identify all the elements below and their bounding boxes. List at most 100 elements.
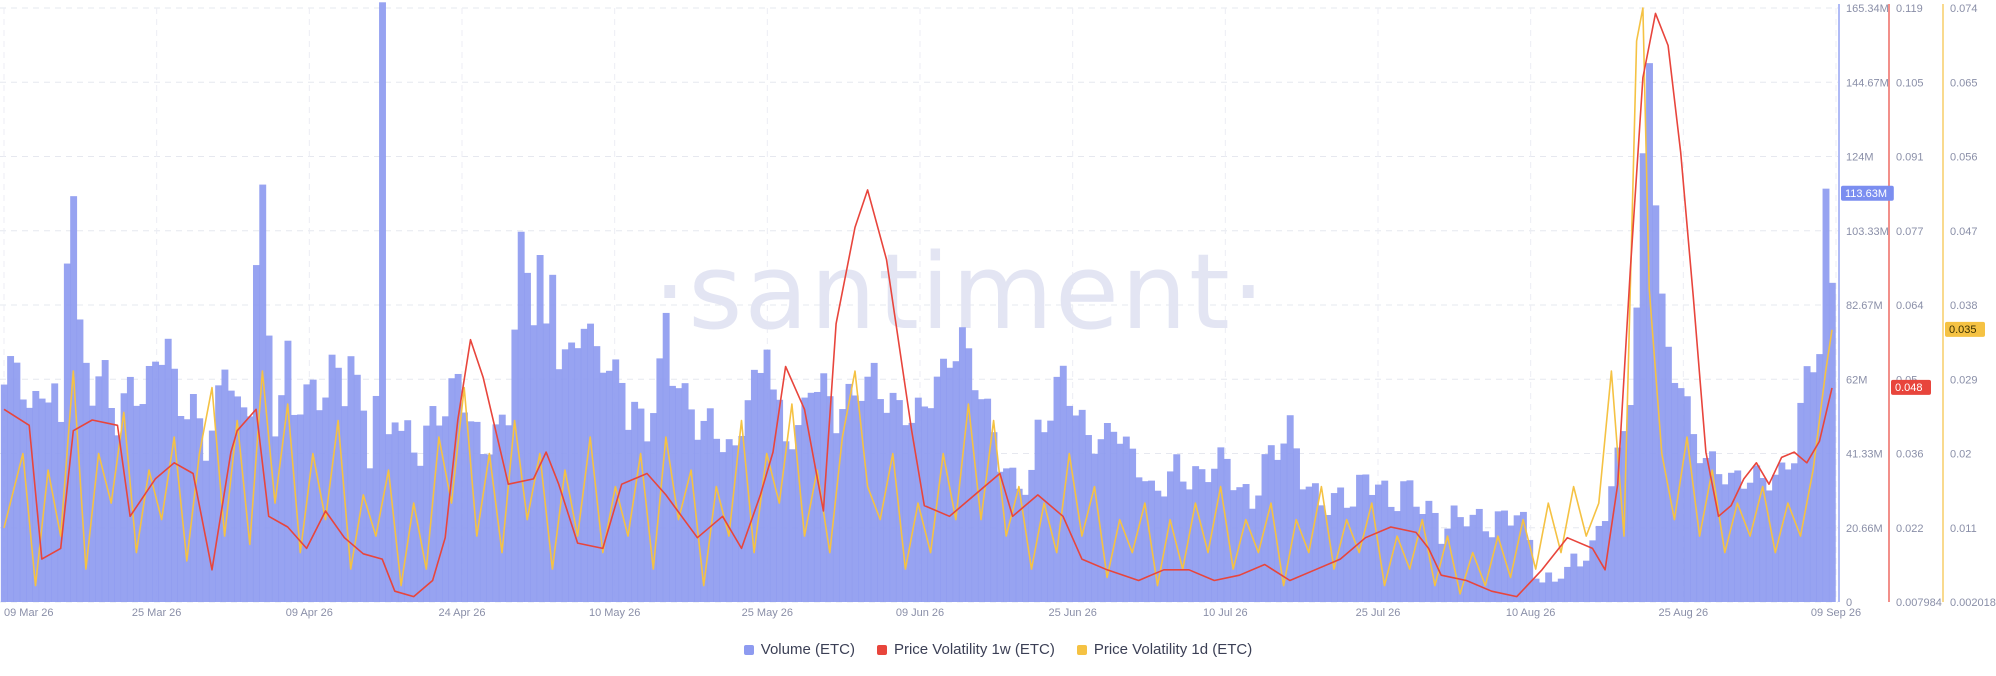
volume-bar (1784, 469, 1792, 602)
volume-bar (1299, 489, 1307, 602)
volume-bar (1009, 467, 1017, 602)
volume-bar (877, 399, 884, 602)
volume-bar (1198, 469, 1206, 602)
volume-bar (208, 430, 216, 602)
volume-bar (1400, 481, 1408, 602)
volume-bar (1311, 483, 1319, 602)
volume-bar (1545, 572, 1553, 602)
volatility-1w-last-value-label: 0.048 (1895, 382, 1923, 394)
volume-bar (246, 416, 254, 602)
volume-bar (164, 338, 172, 602)
volume-bar (328, 354, 336, 602)
volume-bar (1526, 539, 1534, 602)
volume-bar (252, 265, 260, 602)
volume-bar (1702, 458, 1710, 602)
volume-bar (334, 367, 342, 602)
volume-bar (895, 400, 903, 602)
volume-bar (1059, 365, 1067, 602)
legend-item-volatility-1d[interactable]: Price Volatility 1d (ETC) (1076, 641, 1252, 658)
volume-bar (372, 395, 380, 602)
volatility-1d-axis-tick-label: 0.011 (1950, 523, 1977, 535)
volume-bar (1513, 515, 1521, 602)
volume-bar (669, 385, 676, 602)
volume-bar (1192, 466, 1200, 602)
volatility-1w-axis-tick-label: 0.105 (1896, 77, 1924, 89)
volume-axis-tick-label: 103.33M (1846, 226, 1889, 238)
volume-bar (605, 370, 613, 602)
volume-bar (536, 255, 544, 602)
volume-bar (145, 365, 153, 602)
volume-bar (933, 376, 941, 602)
volume-bar (423, 425, 431, 602)
volume-bar (1412, 506, 1420, 602)
volume-bar (524, 272, 531, 602)
volume-bar (1280, 443, 1288, 602)
volume-bar (839, 409, 847, 602)
volume-bar (385, 434, 393, 602)
volatility-1w-last-value-bg (1891, 379, 1931, 395)
volume-bar (1154, 490, 1162, 602)
x-axis-tick-label: 10 May 26 (589, 607, 640, 619)
volume-bar (788, 449, 796, 602)
legend-swatch-volume (743, 644, 754, 655)
volume-bar (832, 433, 840, 602)
volume-bar (744, 400, 752, 602)
x-axis-tick-label: 09 Apr 26 (286, 607, 333, 619)
legend-item-volatility-1w[interactable]: Price Volatility 1w (ETC) (876, 641, 1055, 658)
axes-layer: 0 20.66M 41.33M 62M 82.67M 103.33M 124M 144.67M… (4, 3, 1996, 619)
volume-bar (240, 407, 248, 602)
volume-bar (278, 395, 286, 602)
volume-bar (675, 388, 683, 602)
volume-bar (7, 356, 15, 602)
volume-bar (1809, 372, 1817, 602)
volume-bar (858, 400, 866, 602)
volume-bar (1614, 447, 1622, 602)
volume-bar (498, 414, 506, 602)
volume-bar (1305, 486, 1313, 602)
volume-axis-tick-label: 62M (1846, 374, 1867, 386)
volume-bar (0, 384, 8, 602)
volume-bar (1110, 431, 1118, 602)
legend-label-volatility-1w: Price Volatility 1w (ETC) (893, 641, 1055, 658)
volume-bar (940, 358, 947, 602)
volume-bar (1608, 486, 1616, 602)
volume-bar (927, 408, 935, 602)
volume-bar (1532, 578, 1540, 602)
volume-bar (1091, 453, 1099, 602)
volume-bar (700, 420, 708, 602)
volume-bar (1324, 515, 1332, 602)
volume-bar (1753, 465, 1761, 602)
volume-bar (1551, 581, 1559, 602)
legend-item-volume[interactable]: Volume (ETC) (743, 641, 855, 658)
volume-bar (1734, 470, 1742, 602)
volume-bar (284, 340, 292, 602)
volume-bar (1507, 525, 1515, 602)
volume-bar (303, 384, 311, 602)
volume-bar (1116, 443, 1124, 602)
volume-bar (38, 398, 46, 602)
volume-bar (902, 425, 910, 602)
volume-bar (1419, 513, 1427, 602)
volume-bar (826, 396, 834, 602)
volume-bar (448, 378, 456, 602)
volume-bar (454, 373, 462, 602)
volume-bar (1595, 525, 1603, 602)
volume-bar (1690, 434, 1698, 602)
volume-bar (1097, 439, 1105, 602)
volume-bar (19, 399, 27, 602)
volume-bar (1185, 489, 1193, 602)
volume-bar (379, 2, 386, 602)
volatility-1d-axis-tick-label: 0.002018 (1950, 597, 1996, 609)
volume-bar (1267, 445, 1275, 602)
volume-bar (435, 425, 443, 602)
x-axis-tick-label: 25 Mar 26 (132, 607, 182, 619)
volume-bar (215, 385, 223, 602)
volume-bar (1444, 528, 1452, 602)
x-axis-tick-label: 09 Jun 26 (896, 607, 944, 619)
volume-bar (965, 348, 973, 602)
volatility-1d-axis-tick-label: 0.047 (1950, 226, 1978, 238)
volume-bar (1015, 488, 1023, 602)
volume-bar (1122, 436, 1130, 602)
volume-bar (1469, 514, 1477, 602)
volume-bar (1103, 423, 1111, 602)
